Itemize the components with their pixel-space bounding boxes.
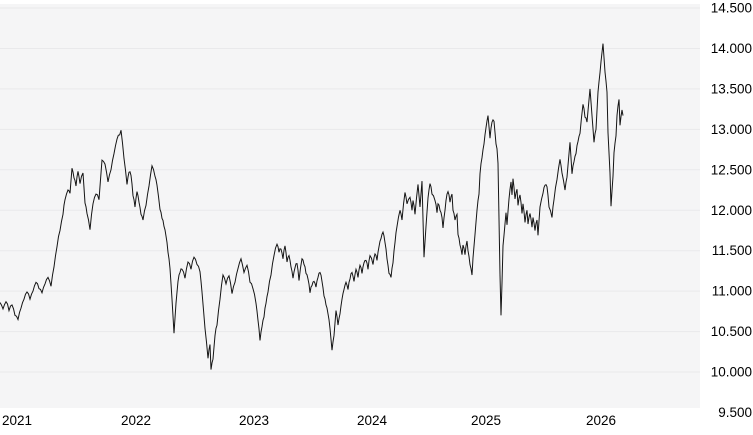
y-axis-label: 12.500: [711, 162, 752, 177]
x-axis-label: 2024: [357, 413, 388, 428]
y-axis-label: 13.000: [711, 122, 752, 137]
price-line-series: [0, 43, 624, 370]
x-axis-label: 2022: [121, 413, 151, 428]
y-axis-label: 11.000: [712, 284, 752, 299]
y-axis-label: 9.500: [718, 405, 752, 420]
y-axis-label: 14.000: [711, 41, 752, 56]
x-axis-label: 2023: [239, 413, 269, 428]
y-axis-label: 12.000: [711, 203, 752, 218]
x-axis-label: 2021: [2, 413, 32, 428]
y-axis-label: 13.500: [711, 81, 752, 96]
y-axis-label: 14.500: [711, 1, 752, 16]
plot-area: [0, 4, 700, 408]
y-axis-label: 11.500: [712, 243, 752, 258]
x-axis-label: 2025: [471, 413, 501, 428]
y-axis-label: 10.500: [711, 324, 752, 339]
x-axis-label: 2026: [586, 413, 616, 428]
y-axis-label: 10.000: [711, 365, 752, 380]
